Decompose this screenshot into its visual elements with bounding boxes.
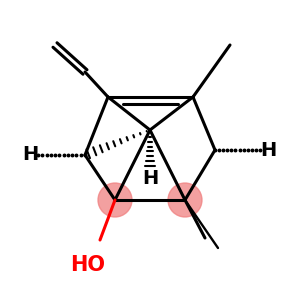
Text: HO: HO [70, 255, 106, 275]
Text: H: H [22, 146, 38, 164]
Circle shape [168, 183, 202, 217]
Text: H: H [142, 169, 158, 188]
Circle shape [98, 183, 132, 217]
Text: H: H [260, 140, 276, 160]
